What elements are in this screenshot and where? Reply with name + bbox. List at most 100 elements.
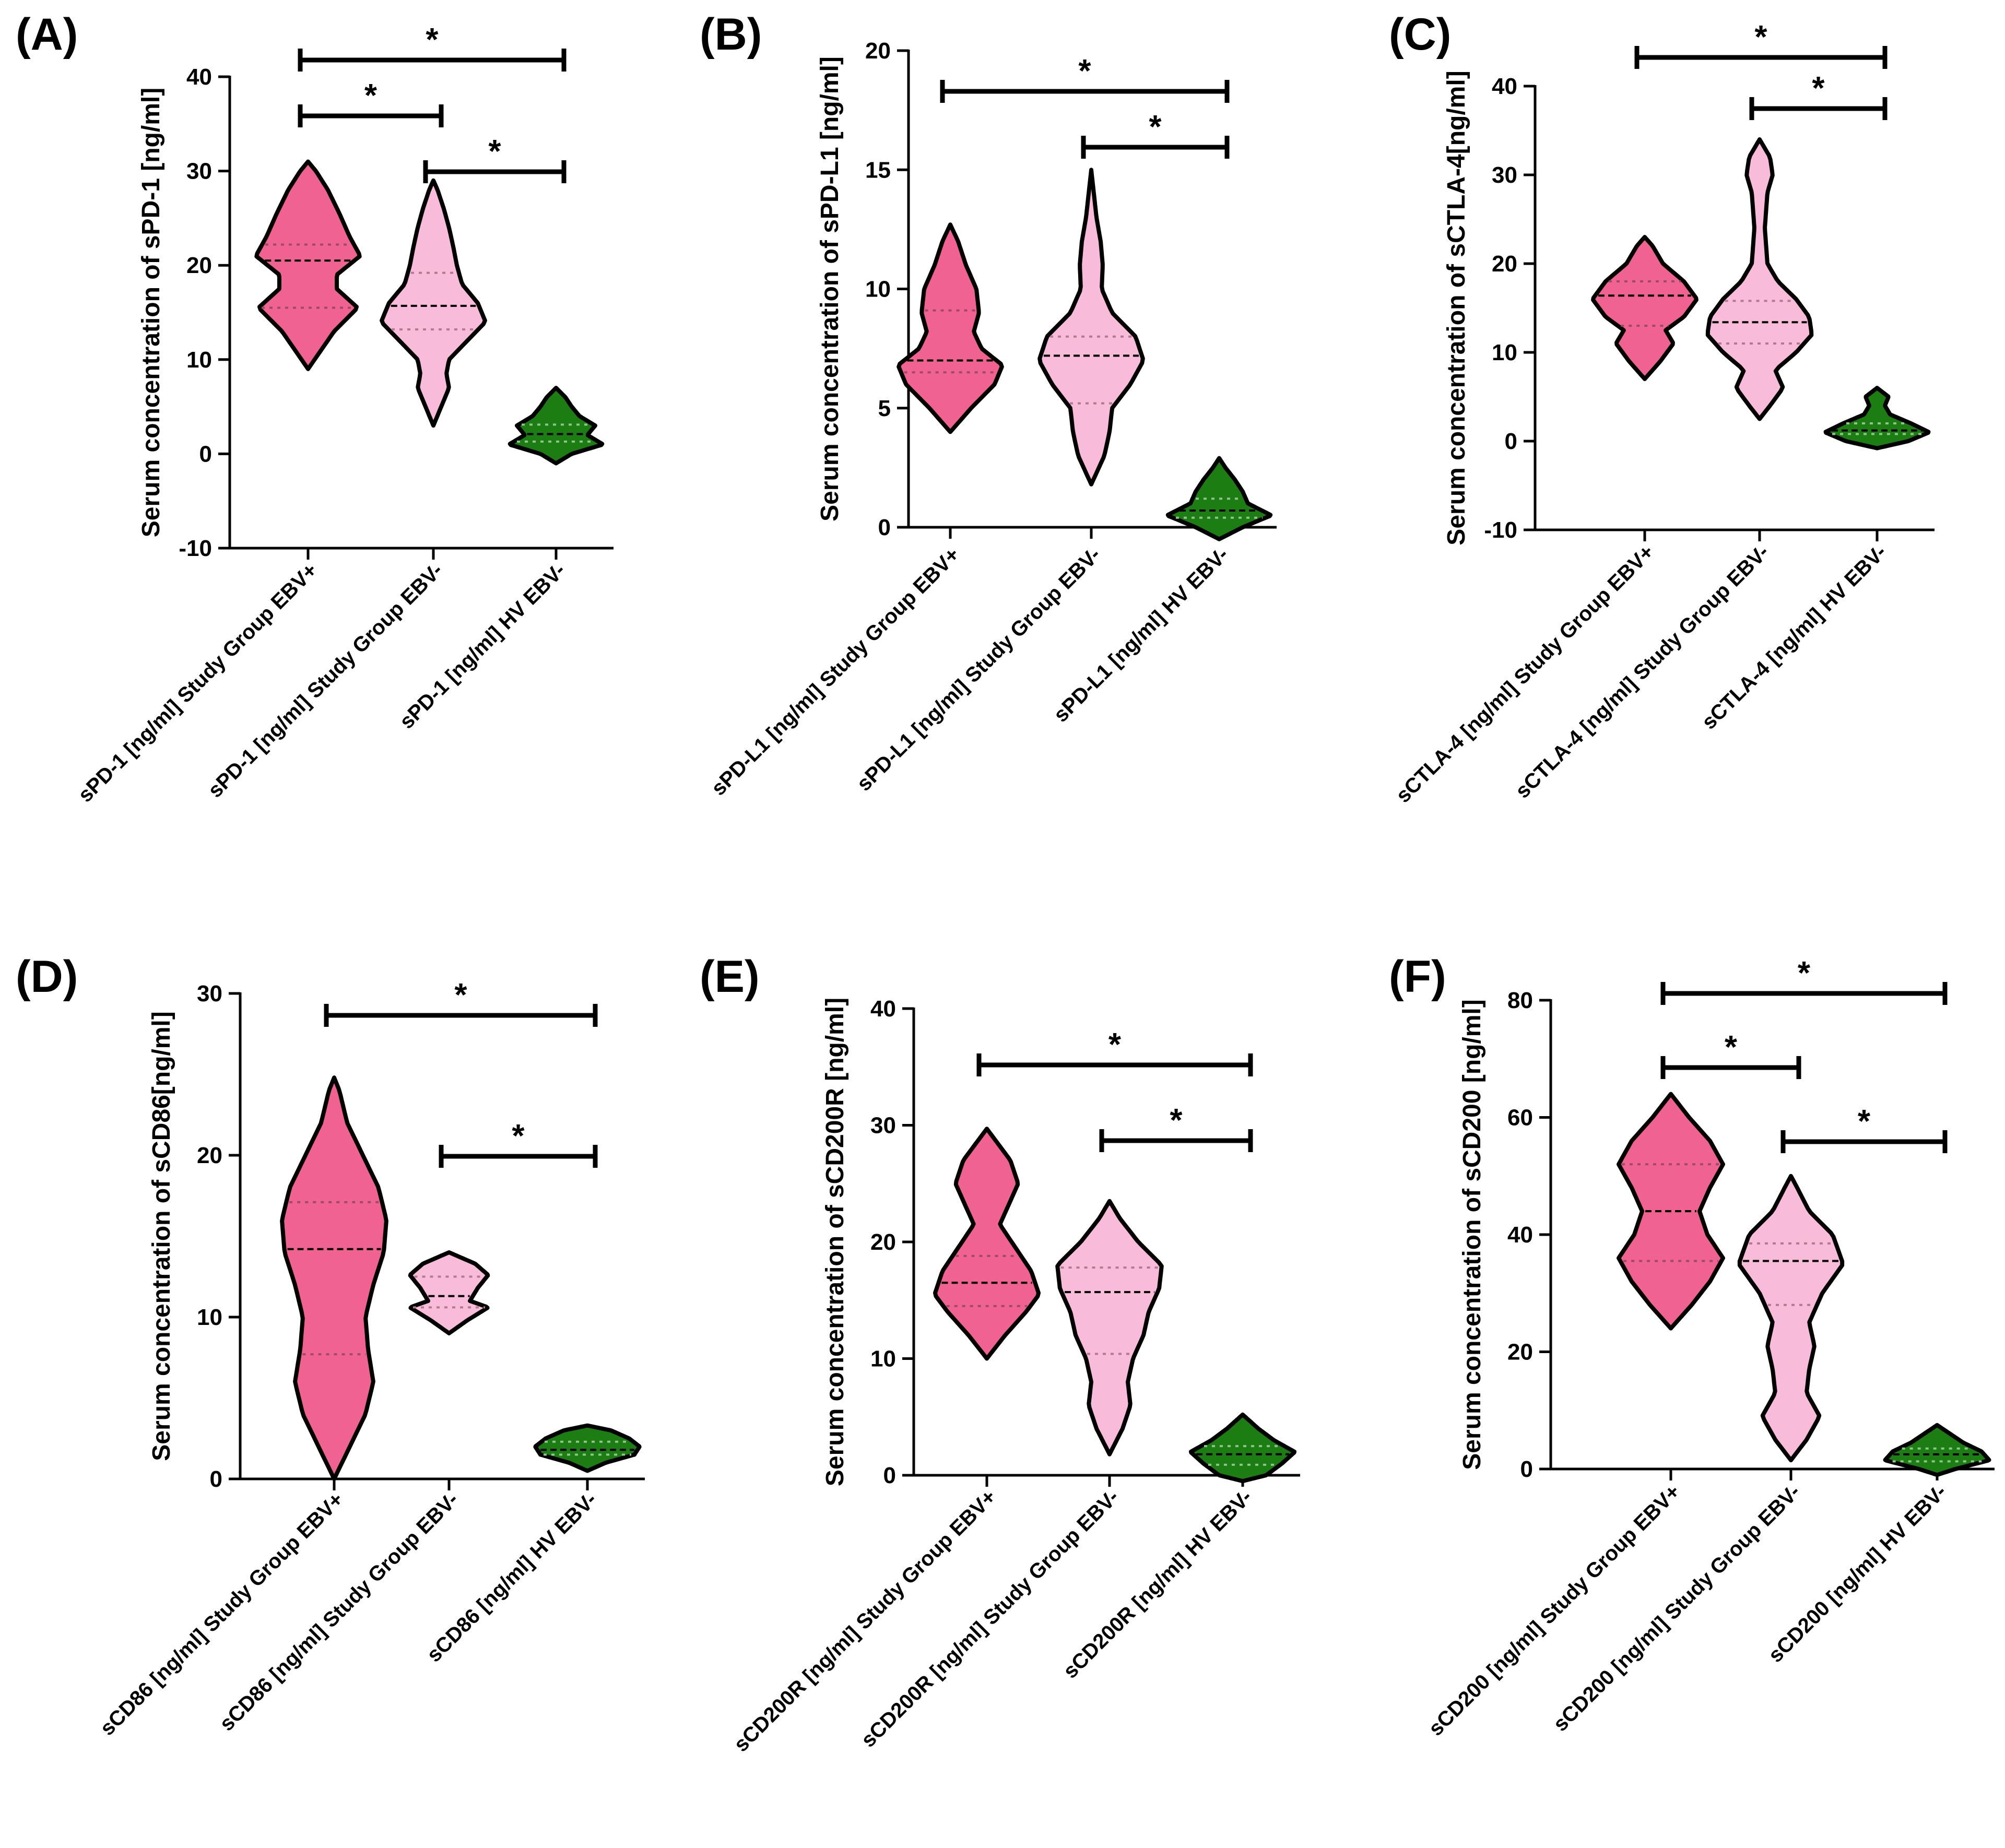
violin-body [1883,1423,1991,1477]
violin-body [280,1075,388,1481]
significance-star: * [1858,1104,1871,1140]
significance-bracket: * [1660,1029,1801,1079]
y-tick-label: 15 [865,157,891,183]
significance-star: * [488,134,501,170]
violin-body [1055,1199,1164,1456]
x-category-label: sCD200R [ng/ml] Study Group EBV+ [729,1485,1000,1756]
significance-star: * [426,22,439,58]
significance-bracket: * [976,1027,1253,1076]
violin-c-2 [1705,137,1814,421]
violin-body [254,159,362,371]
y-tick-label: 60 [1507,1105,1533,1131]
y-tick-label: 0 [210,1466,222,1492]
y-tick-label: 5 [878,396,891,421]
y-tick-label: 10 [1492,340,1517,365]
x-category-label: sCTLA-4 [ng/ml] Study Group EBV- [1511,540,1774,803]
y-axis-label: Serum concentration of sCD200 [ng/ml] [1458,999,1486,1470]
significance-star: * [1170,1103,1183,1139]
y-tick-label: 10 [865,277,891,302]
violin-c-3 [1823,386,1931,451]
violin-a-3 [508,386,605,466]
significance-star: * [1725,1029,1738,1065]
significance-bracket: * [1660,955,1948,1005]
panel-label-b: (B) [700,9,762,60]
violin-a-2 [380,178,487,428]
panel-label-a: (A) [16,9,78,60]
significance-star: * [1149,109,1162,145]
x-category-label: sCD200 [ng/ml] Study Group EBV+ [1424,1480,1685,1740]
significance-bracket: * [298,78,444,127]
panel-b: (B) 0 5 10 15 20 Serum concentration of sPD-L1… [700,9,1277,800]
significance-bracket: * [1081,109,1230,159]
violin-e-1 [933,1127,1041,1361]
y-tick-label: -10 [179,536,212,561]
violin-body [1705,137,1814,421]
violin-d-2 [408,1250,490,1335]
violin-body [1591,235,1699,381]
y-tick-label: 10 [870,1346,896,1372]
x-category-label: sPD-L1 [ng/ml] Study Group EBV- [853,543,1105,796]
y-tick-label: 40 [1507,1222,1533,1248]
violin-body [933,1127,1041,1361]
x-category-label: sCD200 [ng/ml] Study Group EBV- [1549,1480,1804,1736]
significance-bracket: * [298,22,567,72]
y-tick-label: 0 [199,441,212,467]
violin-body [533,1423,642,1473]
y-tick-label: 20 [1492,251,1517,277]
significance-bracket: * [439,1118,598,1168]
y-tick-label: 20 [197,1143,222,1168]
panel-label-c: (C) [1389,9,1451,60]
significance-bracket: * [423,134,567,183]
panel-label-e: (E) [700,952,760,1002]
violin-body [1823,386,1931,451]
y-tick-label: 0 [883,1463,896,1488]
violin-d-3 [533,1423,642,1473]
violin-body [897,222,1004,434]
y-tick-label: -10 [1484,517,1517,543]
y-tick-label: 20 [1507,1340,1533,1365]
violin-b-2 [1037,168,1145,487]
x-category-label: sCD86 [ng/ml] Study Group EBV- [215,1488,463,1735]
y-tick-label: 0 [1505,429,1517,454]
y-tick-label: 20 [186,253,212,278]
violin-b-1 [897,222,1004,434]
y-tick-label: 10 [197,1305,222,1330]
y-axis-label: Serum concentration of sCD200R [ng/ml] [821,998,849,1486]
violin-f-3 [1883,1423,1991,1477]
y-tick-label: 30 [197,981,222,1006]
panel-label-f: (F) [1389,952,1446,1002]
significance-bracket: * [1634,19,1888,69]
y-tick-label: 30 [1492,162,1517,188]
violin-e-2 [1055,1199,1164,1456]
x-category-label: sCTLA-4 [ng/ml] HV EBV- [1697,540,1891,734]
x-category-label: sPD-1 [ng/ml] Study Group EBV- [204,559,447,802]
panel-d: (D) 0 10 20 30 Serum concentration of sCD86[n… [16,952,645,1740]
violin-b-3 [1165,456,1273,541]
violin-c-1 [1591,235,1699,381]
significance-star: * [1798,955,1811,991]
y-tick-label: 30 [186,159,212,184]
y-tick-label: 40 [870,996,896,1022]
violin-body [1037,168,1145,487]
significance-bracket: * [324,977,598,1027]
y-tick-label: 20 [865,38,891,64]
panel-e: (E) 0 10 20 30 40 Serum concentration of sCD20… [700,952,1300,1756]
violin-f-1 [1617,1092,1725,1331]
violin-body [380,178,487,428]
significance-star: * [1754,19,1767,55]
y-tick-label: 30 [870,1113,896,1139]
y-axis-label: Serum concentration of sCTLA-4[ng/ml] [1443,70,1470,545]
y-tick-label: 80 [1507,988,1533,1013]
significance-bracket: * [1099,1103,1253,1152]
panel-a: (A) -10 0 10 20 30 40 Serum concentration of sP… [16,9,614,807]
significance-star: * [364,78,378,114]
significance-star: * [512,1118,525,1154]
x-category-label: sCD86 [ng/ml] Study Group EBV+ [96,1488,348,1740]
x-category-label: sCTLA-4 [ng/ml] Study Group EBV+ [1391,540,1658,807]
violin-f-2 [1737,1174,1845,1463]
significance-bracket: * [1749,70,1888,120]
violin-body [1189,1412,1296,1484]
y-tick-label: 20 [870,1229,896,1255]
x-category-label: sPD-1 [ng/ml] Study Group EBV+ [74,559,322,807]
